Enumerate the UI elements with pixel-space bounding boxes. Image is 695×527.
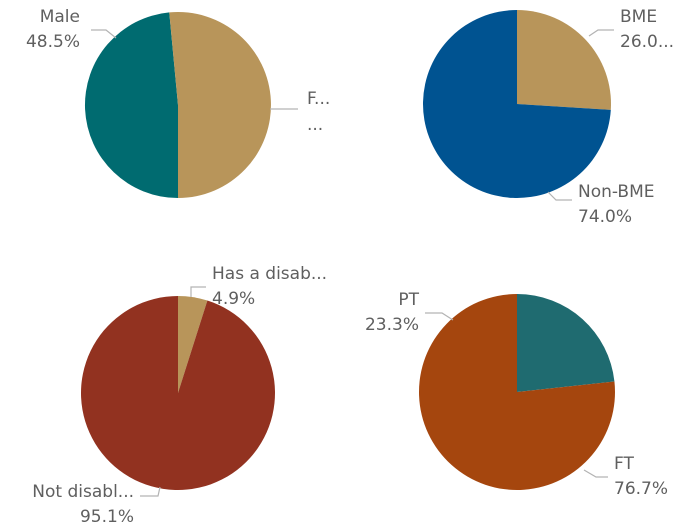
- pie-slice-has-disability[interactable]: [178, 296, 208, 393]
- data-label-not-disabled-name: Not disabl...: [32, 482, 134, 502]
- pie-chart-gender: Male 48.5% F... ...: [26, 7, 330, 199]
- leader-line-has-disability: [190, 286, 206, 297]
- pie-slice-pt[interactable]: [517, 294, 615, 392]
- data-label-non-bme-value: 74.0%: [578, 207, 632, 227]
- data-label-male-name: Male: [40, 7, 80, 27]
- pie-slice-bme[interactable]: [517, 10, 611, 110]
- pie-chart-disability: Has a disab... 4.9% Not disabl... 95.1%: [32, 264, 327, 527]
- data-label-not-disabled-value: 95.1%: [80, 507, 134, 527]
- data-label-pt-name: PT: [398, 290, 419, 310]
- pie-slice-female[interactable]: [169, 12, 271, 199]
- leader-line-non-bme: [547, 191, 572, 201]
- data-label-non-bme-name: Non-BME: [578, 182, 655, 202]
- data-label-bme-value: 26.0...: [620, 32, 674, 52]
- leader-line-bme: [588, 29, 614, 37]
- data-label-has-disability-value: 4.9%: [212, 289, 255, 309]
- pie-slice-ft[interactable]: [418, 294, 615, 491]
- pie-slice-male[interactable]: [84, 12, 178, 198]
- leader-line-pt: [425, 312, 454, 321]
- data-label-male-value: 48.5%: [26, 32, 80, 52]
- pie-slice-non-bme[interactable]: [422, 10, 611, 198]
- pie-slice-not-disabled[interactable]: [80, 296, 275, 490]
- data-label-female-value: ...: [307, 115, 323, 135]
- pie-chart-working-pattern: PT 23.3% FT 76.7%: [365, 290, 668, 499]
- leader-line-ft: [583, 469, 608, 478]
- leader-line-not-disabled: [140, 486, 161, 497]
- data-label-bme-name: BME: [620, 7, 657, 27]
- data-label-pt-value: 23.3%: [365, 315, 419, 335]
- pie-chart-ethnicity: BME 26.0... Non-BME 74.0%: [422, 7, 674, 227]
- data-label-ft-value: 76.7%: [614, 479, 668, 499]
- data-label-female-name: F...: [307, 89, 330, 109]
- data-label-ft-name: FT: [614, 454, 634, 474]
- leader-line-male: [91, 29, 117, 39]
- data-label-has-disability-name: Has a disab...: [212, 264, 327, 284]
